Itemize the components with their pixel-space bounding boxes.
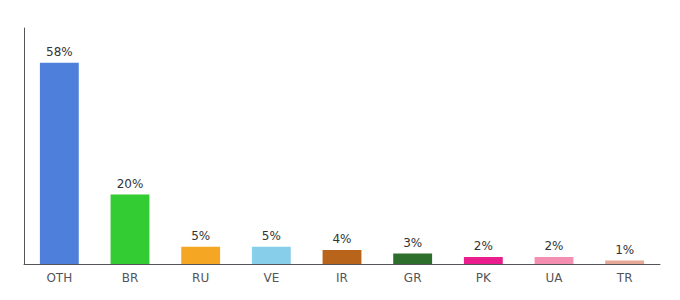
svg-text:5%: 5% [191, 229, 210, 243]
svg-text:VE: VE [263, 271, 279, 285]
svg-text:TR: TR [616, 271, 633, 285]
svg-text:GR: GR [404, 271, 422, 285]
svg-text:5%: 5% [262, 229, 281, 243]
svg-text:BR: BR [122, 271, 139, 285]
svg-text:1%: 1% [615, 243, 634, 257]
svg-text:OTH: OTH [46, 271, 72, 285]
svg-text:2%: 2% [474, 239, 493, 253]
svg-text:58%: 58% [46, 45, 73, 59]
svg-text:RU: RU [192, 271, 209, 285]
svg-text:UA: UA [546, 271, 564, 285]
svg-text:3%: 3% [403, 236, 422, 250]
svg-text:20%: 20% [117, 177, 144, 191]
svg-text:IR: IR [336, 271, 348, 285]
svg-text:PK: PK [476, 271, 492, 285]
svg-text:2%: 2% [544, 239, 563, 253]
svg-text:4%: 4% [332, 232, 351, 246]
